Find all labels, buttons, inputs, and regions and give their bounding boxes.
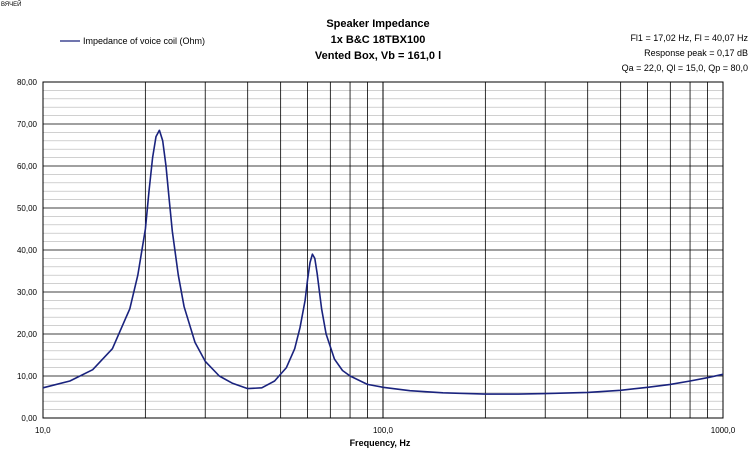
chart-subtitle-1: 1x B&C 18TBX100 [331, 34, 426, 46]
y-tick-label: 80,00 [17, 78, 38, 87]
info-line-3: Qa = 22,0, Ql = 15,0, Qp = 80,0 [622, 63, 748, 73]
y-tick-label: 10,00 [17, 372, 38, 381]
info-block: Fl1 = 17,02 Hz, Fl = 40,07 Hz Response p… [622, 33, 749, 73]
y-tick-label: 60,00 [17, 162, 38, 171]
y-tick-label: 70,00 [17, 120, 38, 129]
info-line-1: Fl1 = 17,02 Hz, Fl = 40,07 Hz [630, 33, 748, 43]
x-tick-labels: 10,0 100,0 1000,0 [35, 426, 736, 435]
x-axis-label: Frequency, Hz [350, 438, 411, 448]
y-tick-label: 30,00 [17, 288, 38, 297]
y-tick-labels: 0,00 10,00 20,00 30,00 40,00 50,00 60,00 70,00 8… [17, 78, 38, 423]
y-tick-label: 0,00 [21, 414, 37, 423]
title-block: Speaker Impedance 1x B&C 18TBX100 Vented… [315, 18, 441, 62]
y-tick-label: 40,00 [17, 246, 38, 255]
x-tick-label: 100,0 [373, 426, 394, 435]
chart-subtitle-2: Vented Box, Vb = 161,0 l [315, 50, 441, 62]
series-line-impedance [42, 129, 724, 395]
x-tick-label: 1000,0 [711, 426, 736, 435]
chart-title: Speaker Impedance [326, 18, 429, 30]
plot-frame [42, 81, 724, 419]
x-tick-label: 10,0 [35, 426, 51, 435]
grid [43, 82, 723, 418]
legend-label: Impedance of voice coil (Ohm) [83, 36, 205, 46]
y-tick-label: 20,00 [17, 330, 38, 339]
corner-label: ВЯЧЕЙ [1, 0, 21, 8]
series-group [42, 129, 724, 395]
y-tick-label: 50,00 [17, 204, 38, 213]
legend: Impedance of voice coil (Ohm) [60, 36, 205, 46]
info-line-2: Response peak = 0,17 dB [644, 48, 748, 58]
